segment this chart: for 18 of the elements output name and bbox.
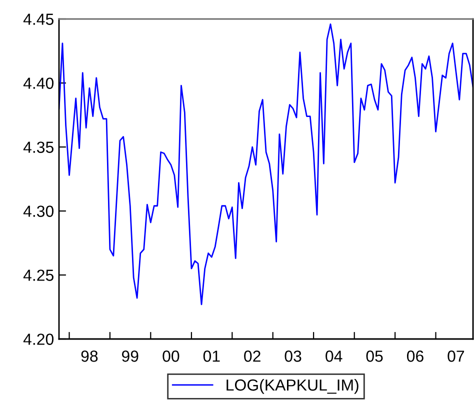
x-tick-label: 01 (203, 350, 220, 362)
x-tick-label: 02 (244, 350, 260, 362)
x-tick-label: 99 (122, 350, 138, 362)
y-tick-label: 4.40 (23, 78, 54, 89)
line-series (59, 23, 473, 306)
y-tick-label: 4.35 (23, 142, 54, 153)
y-tick-label: 4.30 (23, 206, 54, 217)
x-tick-label: 00 (162, 350, 180, 362)
x-tick-label: 05 (366, 350, 383, 362)
x-tick-label: 98 (81, 350, 98, 362)
x-tick-label: 06 (406, 350, 424, 362)
y-tick-label: 4.20 (23, 334, 54, 345)
x-tick-label: 07 (448, 350, 464, 362)
y-tick-label: 4.25 (23, 270, 54, 281)
x-tick-label: 03 (284, 350, 302, 362)
legend-label: LOG(KAPKUL_IM) (226, 378, 358, 394)
x-tick-label: 04 (326, 350, 342, 362)
y-tick-label: 4.45 (23, 14, 54, 25)
